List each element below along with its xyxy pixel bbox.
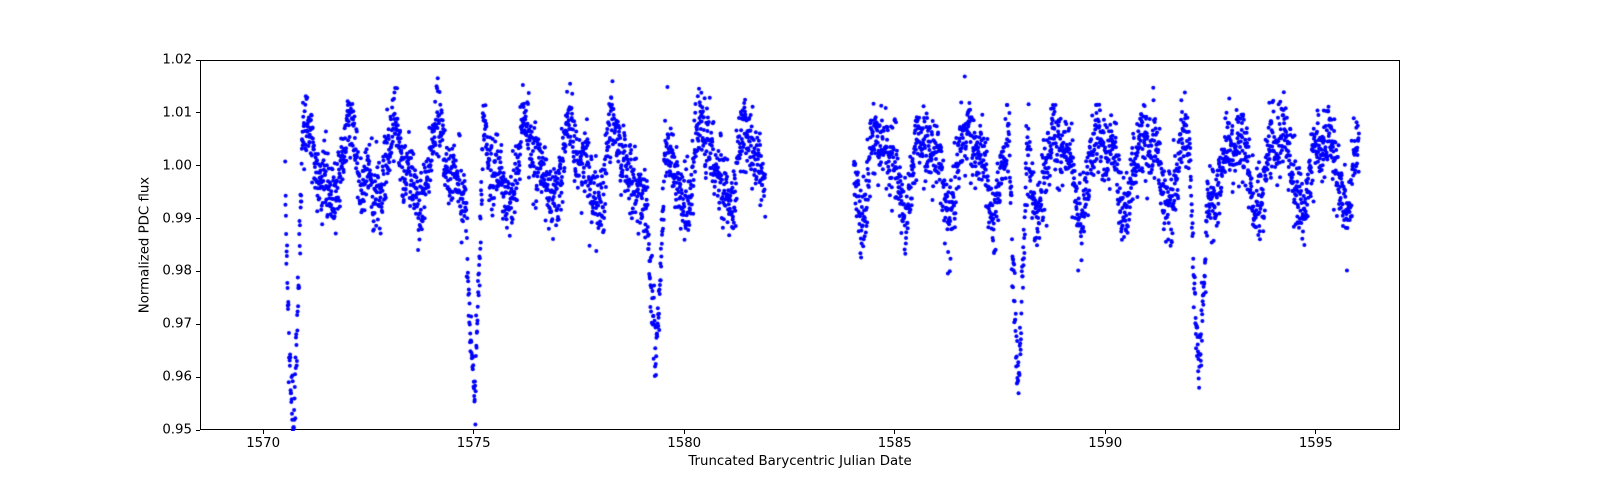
figure: 1570 1575 1580 1585 1590 1595 0.95 0.96 0.97 0.9…	[0, 0, 1600, 500]
y-tick-label: 0.95	[162, 423, 192, 438]
y-tick-label: 0.98	[162, 264, 192, 279]
x-tick-mark	[263, 430, 264, 434]
x-tick-label: 1570	[246, 436, 280, 451]
y-tick-mark	[196, 218, 200, 219]
y-tick-label: 0.96	[162, 370, 192, 385]
y-tick-mark	[196, 60, 200, 61]
y-tick-mark	[196, 430, 200, 431]
x-axis-label: Truncated Barycentric Julian Date	[688, 454, 911, 469]
x-tick-label: 1590	[1088, 436, 1122, 451]
x-tick-label: 1580	[667, 436, 701, 451]
x-tick-mark	[473, 430, 474, 434]
y-tick-label: 1.01	[162, 105, 192, 120]
y-tick-mark	[196, 271, 200, 272]
y-tick-mark	[196, 377, 200, 378]
x-tick-mark	[894, 430, 895, 434]
y-tick-label: 0.97	[162, 317, 192, 332]
y-tick-label: 1.00	[162, 158, 192, 173]
y-tick-label: 0.99	[162, 211, 192, 226]
scatter-canvas	[201, 61, 1401, 431]
x-tick-mark	[1105, 430, 1106, 434]
x-tick-label: 1585	[878, 436, 912, 451]
y-axis-label: Normalized PDC flux	[138, 177, 153, 313]
y-tick-mark	[196, 324, 200, 325]
y-tick-mark	[196, 112, 200, 113]
x-tick-label: 1595	[1299, 436, 1333, 451]
x-tick-mark	[684, 430, 685, 434]
scatter-plot	[200, 60, 1400, 430]
x-tick-label: 1575	[457, 436, 491, 451]
x-tick-mark	[1315, 430, 1316, 434]
y-tick-label: 1.02	[162, 53, 192, 68]
y-tick-mark	[196, 165, 200, 166]
